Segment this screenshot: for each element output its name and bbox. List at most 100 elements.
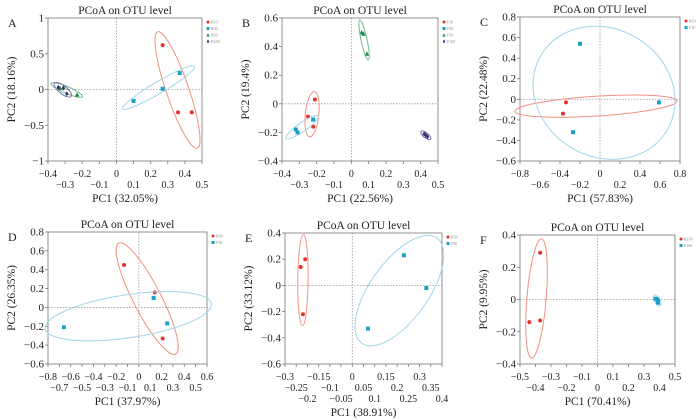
x-tick-label: −0.15 [307,372,330,383]
data-point [189,110,194,115]
data-point [300,312,305,317]
x-tick-label: 0 [114,169,119,180]
data-point [206,27,210,30]
panel-letter: C [480,15,488,29]
x-tick-label: −0.4 [39,169,57,180]
data-point [527,320,532,325]
x-tick-label: 0.1 [607,372,620,383]
x-tick-label: 0.5 [669,372,682,383]
y-tick-label: 0.4 [264,41,278,53]
x-tick-label: 0 [595,383,600,394]
chart-title: PCoA on OTU level [78,5,172,17]
confidence-ellipse [354,234,445,347]
data-point [424,286,429,291]
confidence-ellipse [285,114,319,140]
x-tick-label: 0.5 [432,180,445,191]
x-tick-label: 0.6 [201,372,214,383]
data-point [538,250,543,255]
x-tick-label: −0.3 [542,372,560,383]
x-tick-label: 0.3 [413,372,426,383]
panel-letter: E [245,231,252,245]
data-point [177,71,182,76]
data-point [365,326,370,331]
x-tick-label: −0.1 [321,383,339,394]
confidence-ellipse [44,291,212,342]
data-point [160,336,165,341]
plot-frame [281,17,439,162]
x-tick-label: 0 [349,169,354,180]
data-point [61,85,65,91]
y-tick-label: 1 [39,13,45,25]
data-point [422,131,426,137]
x-tick-label: −0.25 [285,383,308,394]
y-tick-label: 0 [39,84,45,96]
y-tick-label: 0.6 [30,245,44,257]
y-tick-label: 0.8 [502,12,516,24]
data-point [122,263,127,267]
legend-label: R30 [211,26,218,31]
x-axis-label: PC1 (22.56%) [327,193,393,205]
x-tick-label: −0.5 [73,383,91,394]
x-tick-label: 0.1 [362,180,375,191]
y-tick-label: 0.4 [502,230,516,242]
x-tick-label: −0.3 [96,383,114,394]
confidence-ellipse [304,91,320,138]
confidence-ellipse [420,130,432,141]
y-tick-label: 0 [39,302,45,314]
data-point [176,110,181,115]
x-tick-label: −0.4 [526,383,544,394]
panel-A: A PCoA on OTU level −0.4−0.3−0.2−0.1 0 0.1 0.… [6,5,220,205]
data-point [679,237,683,241]
y-tick-label: −0.6 [24,359,44,371]
x-tick-label: 0.3 [167,383,180,394]
x-tick-label: −0.2 [73,169,91,180]
x-tick-label: −0.3 [56,180,74,191]
x-tick-label: 0.4 [179,169,192,180]
x-tick-label: 0.4 [653,383,666,394]
legend-label: F30 [447,26,453,31]
legend-label: F50 [447,33,453,38]
x-axis-label: PC1 (32.05%) [92,193,158,205]
data-point [206,39,210,44]
data-point [293,127,298,132]
x-tick-label: −0.7 [50,383,68,394]
y-tick-label: −0.2 [24,321,44,333]
y-tick-label: −1 [32,156,44,168]
data-point [401,253,406,258]
x-tick-label: −0.2 [571,180,589,191]
y-tick-label: 0 [276,280,282,292]
data-point [61,325,66,330]
data-point [74,92,80,97]
x-tick-label: −0.1 [118,383,136,394]
confidence-ellipse [532,25,676,160]
data-point [426,134,430,140]
y-tick-label: −0.4 [24,340,44,352]
legend-label: F30 [216,240,222,245]
x-tick-label: −0.8 [511,169,529,180]
x-tick-label: 0.5 [196,180,209,191]
x-tick-label: −0.1 [573,372,591,383]
data-point [206,33,210,37]
y-tick-label: −0.4 [258,156,278,168]
y-tick-label: 0.4 [30,264,44,276]
confidence-ellipse [122,65,196,110]
legend-label: R50 [211,33,218,38]
x-tick-label: 0.05 [355,383,373,394]
data-point [65,91,69,97]
x-tick-label: −0.4 [84,372,102,383]
data-point [655,300,660,305]
x-tick-label: 0.3 [397,180,410,191]
y-tick-label: 0 [273,98,279,110]
x-tick-label: 0.2 [144,169,157,180]
y-tick-label: −0.2 [261,306,281,318]
y-tick-label: 0.2 [502,262,516,274]
confidence-ellipse [115,242,179,355]
y-tick-label: 0.6 [264,13,278,25]
panel-letter: D [8,230,17,244]
y-axis-label: PC2 (33.12%) [243,265,255,331]
